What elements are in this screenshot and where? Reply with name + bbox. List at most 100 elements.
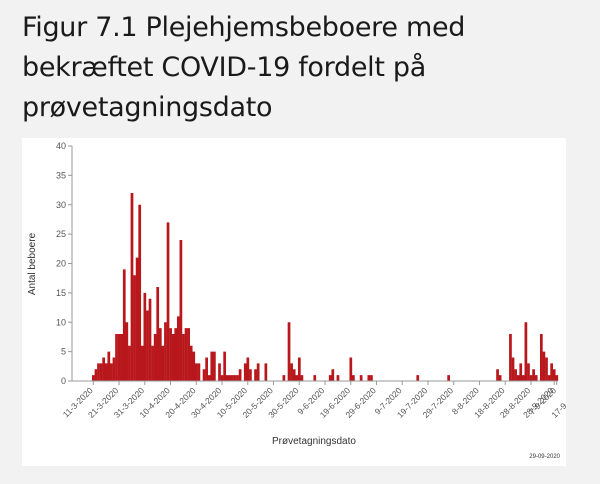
bar xyxy=(256,363,260,382)
bar xyxy=(246,357,250,381)
bar xyxy=(527,363,530,382)
bar xyxy=(498,375,502,382)
bar xyxy=(228,375,232,382)
bar xyxy=(210,351,214,382)
bar xyxy=(550,363,553,382)
bar xyxy=(331,369,335,381)
bar xyxy=(370,375,373,382)
bar xyxy=(202,369,206,381)
bar xyxy=(166,222,170,382)
bar xyxy=(117,334,121,381)
bar xyxy=(140,345,144,381)
bar xyxy=(367,375,371,382)
x-axis-label: Prøvetagningsdato xyxy=(272,436,356,447)
bar xyxy=(156,287,160,381)
bar xyxy=(264,363,268,382)
bar xyxy=(236,375,239,382)
bar xyxy=(110,363,113,382)
bar xyxy=(511,357,515,381)
bar-chart: 0 5 10 15 20 25 30 35 40 11-3-202021-3-202031-3-… xyxy=(27,141,566,460)
y-tick-label: 0 xyxy=(61,376,66,386)
bar xyxy=(218,363,221,382)
bar xyxy=(107,351,111,382)
bar xyxy=(169,328,172,382)
bar xyxy=(120,334,124,381)
bar xyxy=(352,375,355,382)
bar xyxy=(416,375,420,382)
bar xyxy=(223,351,227,382)
bar xyxy=(555,375,559,382)
y-tick-label: 20 xyxy=(56,259,66,269)
y-axis-label: Antal beboere xyxy=(27,232,38,295)
bar xyxy=(115,334,118,381)
bar xyxy=(184,328,188,382)
bar xyxy=(547,375,551,382)
bar xyxy=(171,334,175,381)
bar xyxy=(182,334,185,381)
bar xyxy=(197,363,201,382)
bar xyxy=(187,328,190,382)
y-tick-label: 35 xyxy=(56,170,66,180)
bar xyxy=(552,369,556,381)
y-tick-label: 10 xyxy=(56,317,66,327)
bar xyxy=(148,298,152,381)
date-stamp: 29-09-2020 xyxy=(529,454,560,460)
bar xyxy=(524,322,528,381)
bar xyxy=(496,369,499,381)
bar xyxy=(249,369,252,381)
bar xyxy=(233,375,237,382)
bar xyxy=(151,345,154,381)
bar xyxy=(292,369,296,381)
bar xyxy=(143,292,147,382)
bar xyxy=(125,322,129,381)
bar xyxy=(516,375,520,382)
bar xyxy=(94,369,98,381)
bar xyxy=(539,334,543,381)
bar xyxy=(128,345,131,381)
bar xyxy=(104,363,108,382)
bar xyxy=(529,375,533,382)
bar xyxy=(231,375,234,382)
bar xyxy=(207,375,211,382)
bar xyxy=(92,375,95,382)
bar xyxy=(287,322,291,381)
bar xyxy=(243,363,247,382)
bar xyxy=(254,369,257,381)
bar-series xyxy=(92,193,559,382)
bar xyxy=(205,357,208,381)
y-axis: 0 5 10 15 20 25 30 35 40 xyxy=(56,141,72,386)
bar xyxy=(122,269,126,382)
bar xyxy=(290,363,293,382)
bar xyxy=(509,334,512,381)
bar xyxy=(545,357,548,381)
bar xyxy=(99,363,103,382)
bar xyxy=(313,375,317,382)
bar xyxy=(146,310,149,381)
bar xyxy=(179,240,183,381)
bar xyxy=(112,357,116,381)
bar xyxy=(336,375,340,382)
y-tick-label: 15 xyxy=(56,288,66,298)
bar xyxy=(534,375,538,382)
bar xyxy=(300,375,304,382)
y-tick-label: 25 xyxy=(56,229,66,239)
bar xyxy=(161,345,165,381)
y-tick-label: 40 xyxy=(56,141,66,151)
bar xyxy=(213,351,216,382)
bar xyxy=(102,357,106,381)
bar xyxy=(282,375,286,382)
bar xyxy=(295,375,299,382)
bar xyxy=(220,375,224,382)
chart-panel: 0 5 10 15 20 25 30 35 40 11-3-2020 21-3-2020 31-3-… xyxy=(22,138,566,466)
bar xyxy=(189,345,193,381)
bar xyxy=(174,328,178,382)
bar xyxy=(138,204,142,381)
bar xyxy=(176,316,180,382)
bar xyxy=(194,363,198,382)
x-axis: 11-3-202021-3-202031-3-202010-4-202020-4… xyxy=(61,381,566,420)
bar xyxy=(514,369,517,381)
bar xyxy=(135,257,139,382)
bar xyxy=(158,328,162,382)
y-tick-label: 5 xyxy=(61,347,66,357)
bar xyxy=(519,363,523,382)
